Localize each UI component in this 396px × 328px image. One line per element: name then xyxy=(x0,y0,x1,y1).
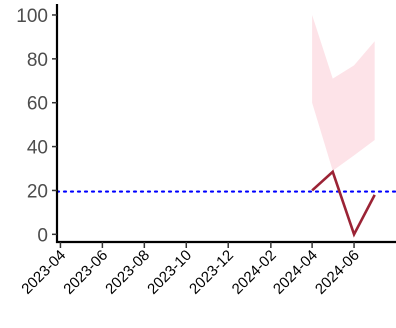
confidence-band xyxy=(312,14,375,171)
confidence-band-layer xyxy=(312,14,375,171)
y-tick-label: 0 xyxy=(37,225,48,246)
y-tick-label: 60 xyxy=(27,94,48,115)
y-tick-label: 100 xyxy=(16,6,48,27)
y-tick-label: 20 xyxy=(27,181,48,202)
x-tick-label: 2024-06 xyxy=(312,247,363,298)
x-tick-label: 2024-02 xyxy=(229,247,280,298)
y-axis-ticks: 0 20 40 60 80 100 xyxy=(16,6,57,246)
x-tick-label: 2023-10 xyxy=(144,247,195,298)
series-line-1 xyxy=(311,169,376,238)
series-layer xyxy=(311,169,376,238)
axes xyxy=(55,4,396,244)
x-tick-label: 2024-04 xyxy=(270,247,321,298)
x-tick-label: 2023-04 xyxy=(18,247,69,298)
y-tick-label: 40 xyxy=(27,138,48,159)
x-tick-label: 2023-08 xyxy=(102,247,153,298)
y-tick-label: 80 xyxy=(27,50,48,71)
x-axis-ticks: 2023-042023-062023-082023-102023-122024-… xyxy=(18,242,363,298)
x-tick-label: 2023-06 xyxy=(60,247,111,298)
x-tick-label: 2023-12 xyxy=(186,247,237,298)
